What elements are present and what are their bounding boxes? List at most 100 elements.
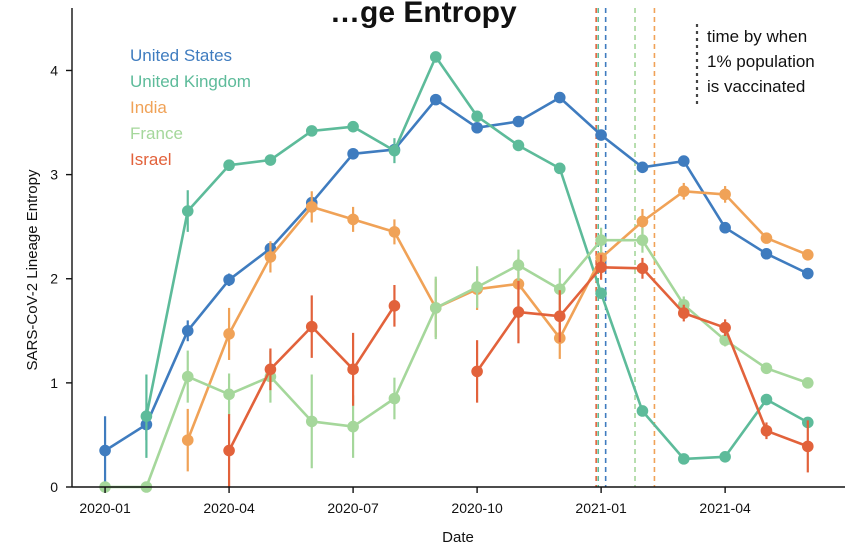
plot-area xyxy=(99,8,814,493)
data-point-united-states xyxy=(760,247,773,260)
y-axis-title: SARS-CoV-2 Lineage Entropy xyxy=(24,169,41,370)
data-point-india xyxy=(677,185,690,198)
data-point-united-kingdom xyxy=(553,162,566,175)
data-point-united-kingdom xyxy=(429,51,442,63)
series-united-states xyxy=(99,91,814,485)
data-point-united-kingdom xyxy=(719,451,731,463)
data-point-india xyxy=(801,248,814,261)
series-israel xyxy=(223,254,814,487)
data-point-israel xyxy=(719,321,731,334)
data-point-united-kingdom xyxy=(677,453,690,465)
x-axis-title: Date xyxy=(442,529,474,546)
data-point-india xyxy=(636,215,649,228)
y-tick-label: 4 xyxy=(50,62,58,78)
series-line-france xyxy=(105,238,809,489)
data-point-israel xyxy=(223,444,235,457)
vaccination-note-line: time by when xyxy=(707,27,807,46)
data-point-united-states xyxy=(636,161,649,174)
series-line-india xyxy=(186,190,809,441)
x-tick-label: 2020-01 xyxy=(79,500,131,516)
data-point-india xyxy=(347,213,359,226)
legend-item-united-states: United States xyxy=(130,46,232,65)
legend-item-united-kingdom: United Kingdom xyxy=(130,72,251,91)
data-point-france xyxy=(471,281,483,293)
data-point-united-states xyxy=(677,155,690,167)
y-tick-label: 2 xyxy=(50,271,58,287)
data-point-india xyxy=(223,328,235,340)
data-point-france xyxy=(429,302,442,314)
vaccination-note: time by when 1% population is vaccinated xyxy=(695,24,815,104)
data-point-israel xyxy=(636,262,649,275)
y-tick-label: 0 xyxy=(50,479,58,495)
data-point-united-states xyxy=(595,129,607,141)
data-point-israel xyxy=(512,306,525,318)
data-point-france xyxy=(595,234,607,247)
x-tick-label: 2020-04 xyxy=(203,500,255,516)
data-point-united-kingdom xyxy=(140,410,153,422)
data-point-israel xyxy=(471,365,483,378)
data-point-israel xyxy=(595,261,607,274)
data-point-united-states xyxy=(719,221,731,234)
data-point-israel xyxy=(760,424,773,437)
data-point-united-states xyxy=(181,325,194,337)
data-point-israel xyxy=(347,363,359,376)
data-point-israel xyxy=(677,307,690,319)
x-tick-label: 2021-01 xyxy=(575,500,627,516)
legend: United States United Kingdom India France Is… xyxy=(130,46,251,169)
x-tick-label: 2020-07 xyxy=(327,500,379,516)
data-point-india xyxy=(719,188,731,201)
data-point-france xyxy=(553,283,566,295)
data-point-united-states xyxy=(553,91,566,104)
legend-item-france: France xyxy=(130,124,183,143)
legend-item-israel: Israel xyxy=(130,150,172,169)
axes: 0 1 2 3 4 2020-01 2020-04 2020-07 2020-10 2021-01… xyxy=(50,8,845,516)
data-point-israel xyxy=(264,363,277,376)
data-point-united-kingdom xyxy=(636,405,649,417)
series-france xyxy=(99,227,814,493)
data-point-france xyxy=(347,420,359,433)
series-line-united-states xyxy=(104,96,809,452)
chart-title: …ge Entropy xyxy=(330,0,517,29)
data-point-united-kingdom xyxy=(760,393,773,406)
data-point-united-kingdom xyxy=(223,159,235,172)
data-point-india xyxy=(760,232,773,244)
data-point-united-states xyxy=(223,273,235,286)
data-point-france xyxy=(223,388,235,401)
data-point-india xyxy=(388,226,401,238)
data-point-united-kingdom xyxy=(347,120,359,133)
data-point-france xyxy=(305,415,318,428)
y-tick-label: 1 xyxy=(50,375,58,391)
data-point-israel xyxy=(305,320,318,333)
data-point-india xyxy=(181,434,194,446)
data-point-united-states xyxy=(471,121,483,134)
data-point-israel xyxy=(388,300,401,312)
data-point-united-kingdom xyxy=(305,125,318,137)
legend-item-india: India xyxy=(130,98,167,117)
data-point-france xyxy=(181,370,194,383)
data-point-united-states xyxy=(429,93,442,106)
x-tick-label: 2021-04 xyxy=(699,500,751,516)
data-point-united-kingdom xyxy=(181,205,194,217)
data-point-united-states xyxy=(801,267,814,280)
data-point-united-kingdom xyxy=(264,154,277,166)
data-point-united-kingdom xyxy=(512,139,525,152)
data-point-france xyxy=(760,362,773,375)
data-point-france xyxy=(388,392,401,405)
data-point-france xyxy=(636,234,649,247)
data-point-israel xyxy=(801,440,814,453)
data-point-united-kingdom xyxy=(595,287,607,300)
data-point-united-states xyxy=(99,444,111,457)
x-tick-label: 2020-10 xyxy=(451,500,503,516)
data-point-united-states xyxy=(347,147,359,160)
series-india xyxy=(181,182,814,472)
data-point-india xyxy=(264,251,277,263)
y-tick-label: 3 xyxy=(50,167,58,183)
series-united-kingdom xyxy=(140,51,814,465)
data-point-france xyxy=(512,259,525,272)
data-point-france xyxy=(801,377,814,389)
data-point-israel xyxy=(553,310,566,323)
data-point-united-kingdom xyxy=(388,144,401,157)
data-point-india xyxy=(305,201,318,213)
vaccination-note-line: 1% population xyxy=(707,52,815,71)
